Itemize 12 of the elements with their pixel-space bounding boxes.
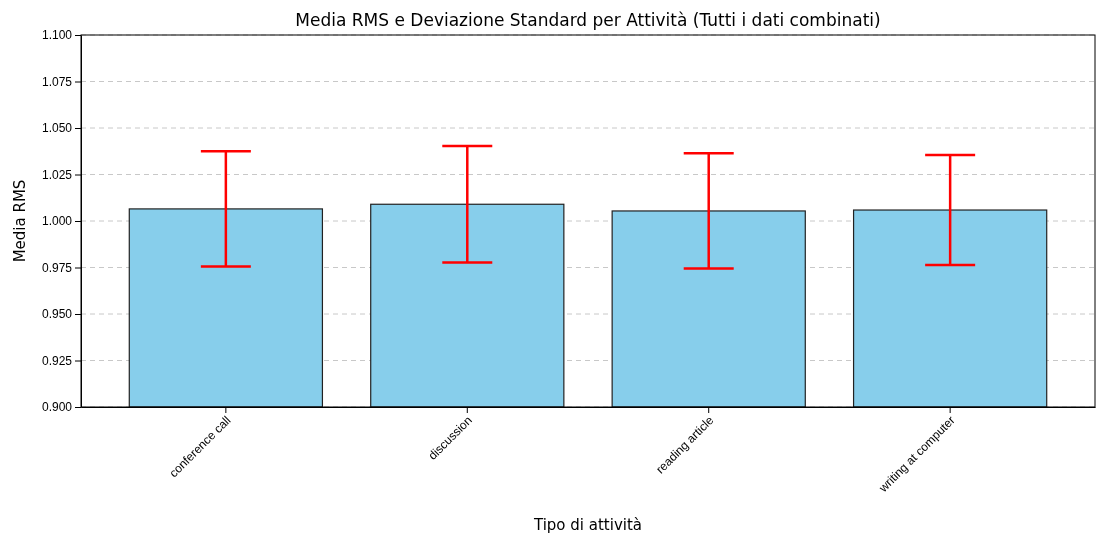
chart-title: Media RMS e Deviazione Standard per Attività (Tutti i dati combinati) [295,10,881,30]
y-tick-label: 0.925 [41,353,73,368]
x-axis-title: Tipo di attività [532,516,643,534]
y-tick-label: 0.950 [41,307,73,322]
y-tick-label: 1.100 [41,28,73,43]
y-tick-label: 1.050 [41,121,73,136]
y-axis-title: Media RMS [11,179,29,263]
y-tick-label: 0.900 [41,400,73,415]
y-tick-label: 1.000 [41,214,73,229]
y-tick-label: 1.025 [41,167,73,182]
y-tick-label: 1.075 [41,74,73,89]
y-tick-label: 0.975 [41,260,73,275]
